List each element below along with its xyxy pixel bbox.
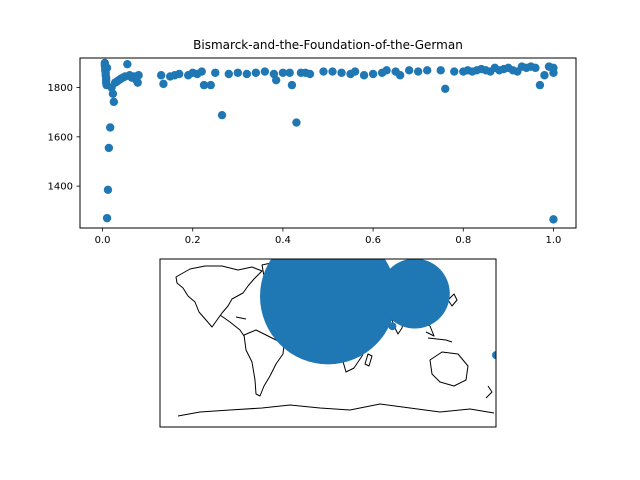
scatter-point [133, 78, 142, 87]
map-content [175, 259, 496, 417]
x-tick-label: 0.4 [275, 235, 291, 246]
scatter-point [359, 71, 369, 80]
map-bubble [379, 259, 450, 329]
y-tick-label: 1600 [48, 132, 73, 143]
scatter-frame [79, 57, 577, 229]
x-tick-label: 0.6 [365, 235, 381, 246]
scatter-point [123, 59, 132, 69]
scatter-point [224, 69, 233, 79]
scatter-point [337, 68, 346, 77]
x-tick-label: 0.8 [455, 235, 471, 246]
x-tick-label: 0.2 [185, 235, 201, 246]
scatter-point [350, 67, 360, 76]
map-axes [159, 258, 497, 428]
scatter-point [271, 75, 281, 85]
scatter-point [106, 123, 115, 132]
scatter-point [175, 69, 184, 79]
scatter-point [328, 67, 337, 76]
scatter-point [305, 69, 315, 79]
scatter-point [292, 118, 301, 127]
scatter-point [368, 69, 378, 79]
scatter-point [535, 80, 545, 90]
scatter-point [404, 66, 414, 75]
scatter-point [109, 97, 119, 107]
scatter-point [531, 63, 540, 73]
y-tick-label: 1800 [48, 83, 73, 94]
scatter-point [156, 71, 166, 80]
scatter-point [540, 71, 549, 80]
scatter-point [102, 63, 112, 73]
scatter-point [382, 66, 391, 75]
scatter-point [217, 110, 227, 120]
scatter-point [197, 67, 206, 76]
map-bubble [260, 259, 396, 365]
scatter-point [134, 71, 143, 80]
map-bubble [388, 322, 397, 331]
scatter-point [103, 185, 113, 195]
y-tick-label: 1400 [48, 182, 73, 193]
scatter-point [285, 68, 294, 77]
scatter-title: Bismarck-and-the-Foundation-of-the-Germa… [193, 38, 463, 52]
scatter-point [159, 79, 168, 89]
scatter-point [108, 89, 118, 98]
x-tick-label: 0.0 [95, 235, 111, 246]
scatter-point [423, 66, 432, 75]
scatter-point [319, 67, 328, 76]
scatter-point [395, 71, 405, 80]
scatter-point [206, 80, 215, 90]
scatter-axes: Bismarck-and-the-Foundation-of-the-Germa… [48, 38, 577, 246]
map-bubble [492, 351, 496, 360]
scatter-point [450, 67, 459, 76]
scatter-point [211, 68, 220, 77]
map-bubbles [260, 259, 496, 365]
scatter-point [260, 67, 270, 76]
scatter-point [242, 69, 252, 79]
x-tick-label: 1.0 [546, 235, 562, 246]
scatter-point [199, 80, 209, 90]
scatter-point [251, 68, 261, 77]
scatter-point [441, 84, 450, 94]
scatter-point [104, 143, 114, 153]
scatter-point [413, 67, 423, 76]
map-frame [159, 258, 497, 428]
scatter-point [549, 63, 558, 73]
scatter-points [100, 58, 558, 224]
scatter-point [233, 68, 243, 77]
scatter-point [278, 68, 288, 77]
scatter-point [549, 215, 558, 224]
scatter-point [436, 66, 445, 75]
scatter-point [287, 80, 297, 90]
scatter-ticks: 0.0 0.2 0.4 0.6 0.8 1.0 1400 1600 1800 [48, 83, 562, 246]
scatter-point [102, 213, 112, 223]
